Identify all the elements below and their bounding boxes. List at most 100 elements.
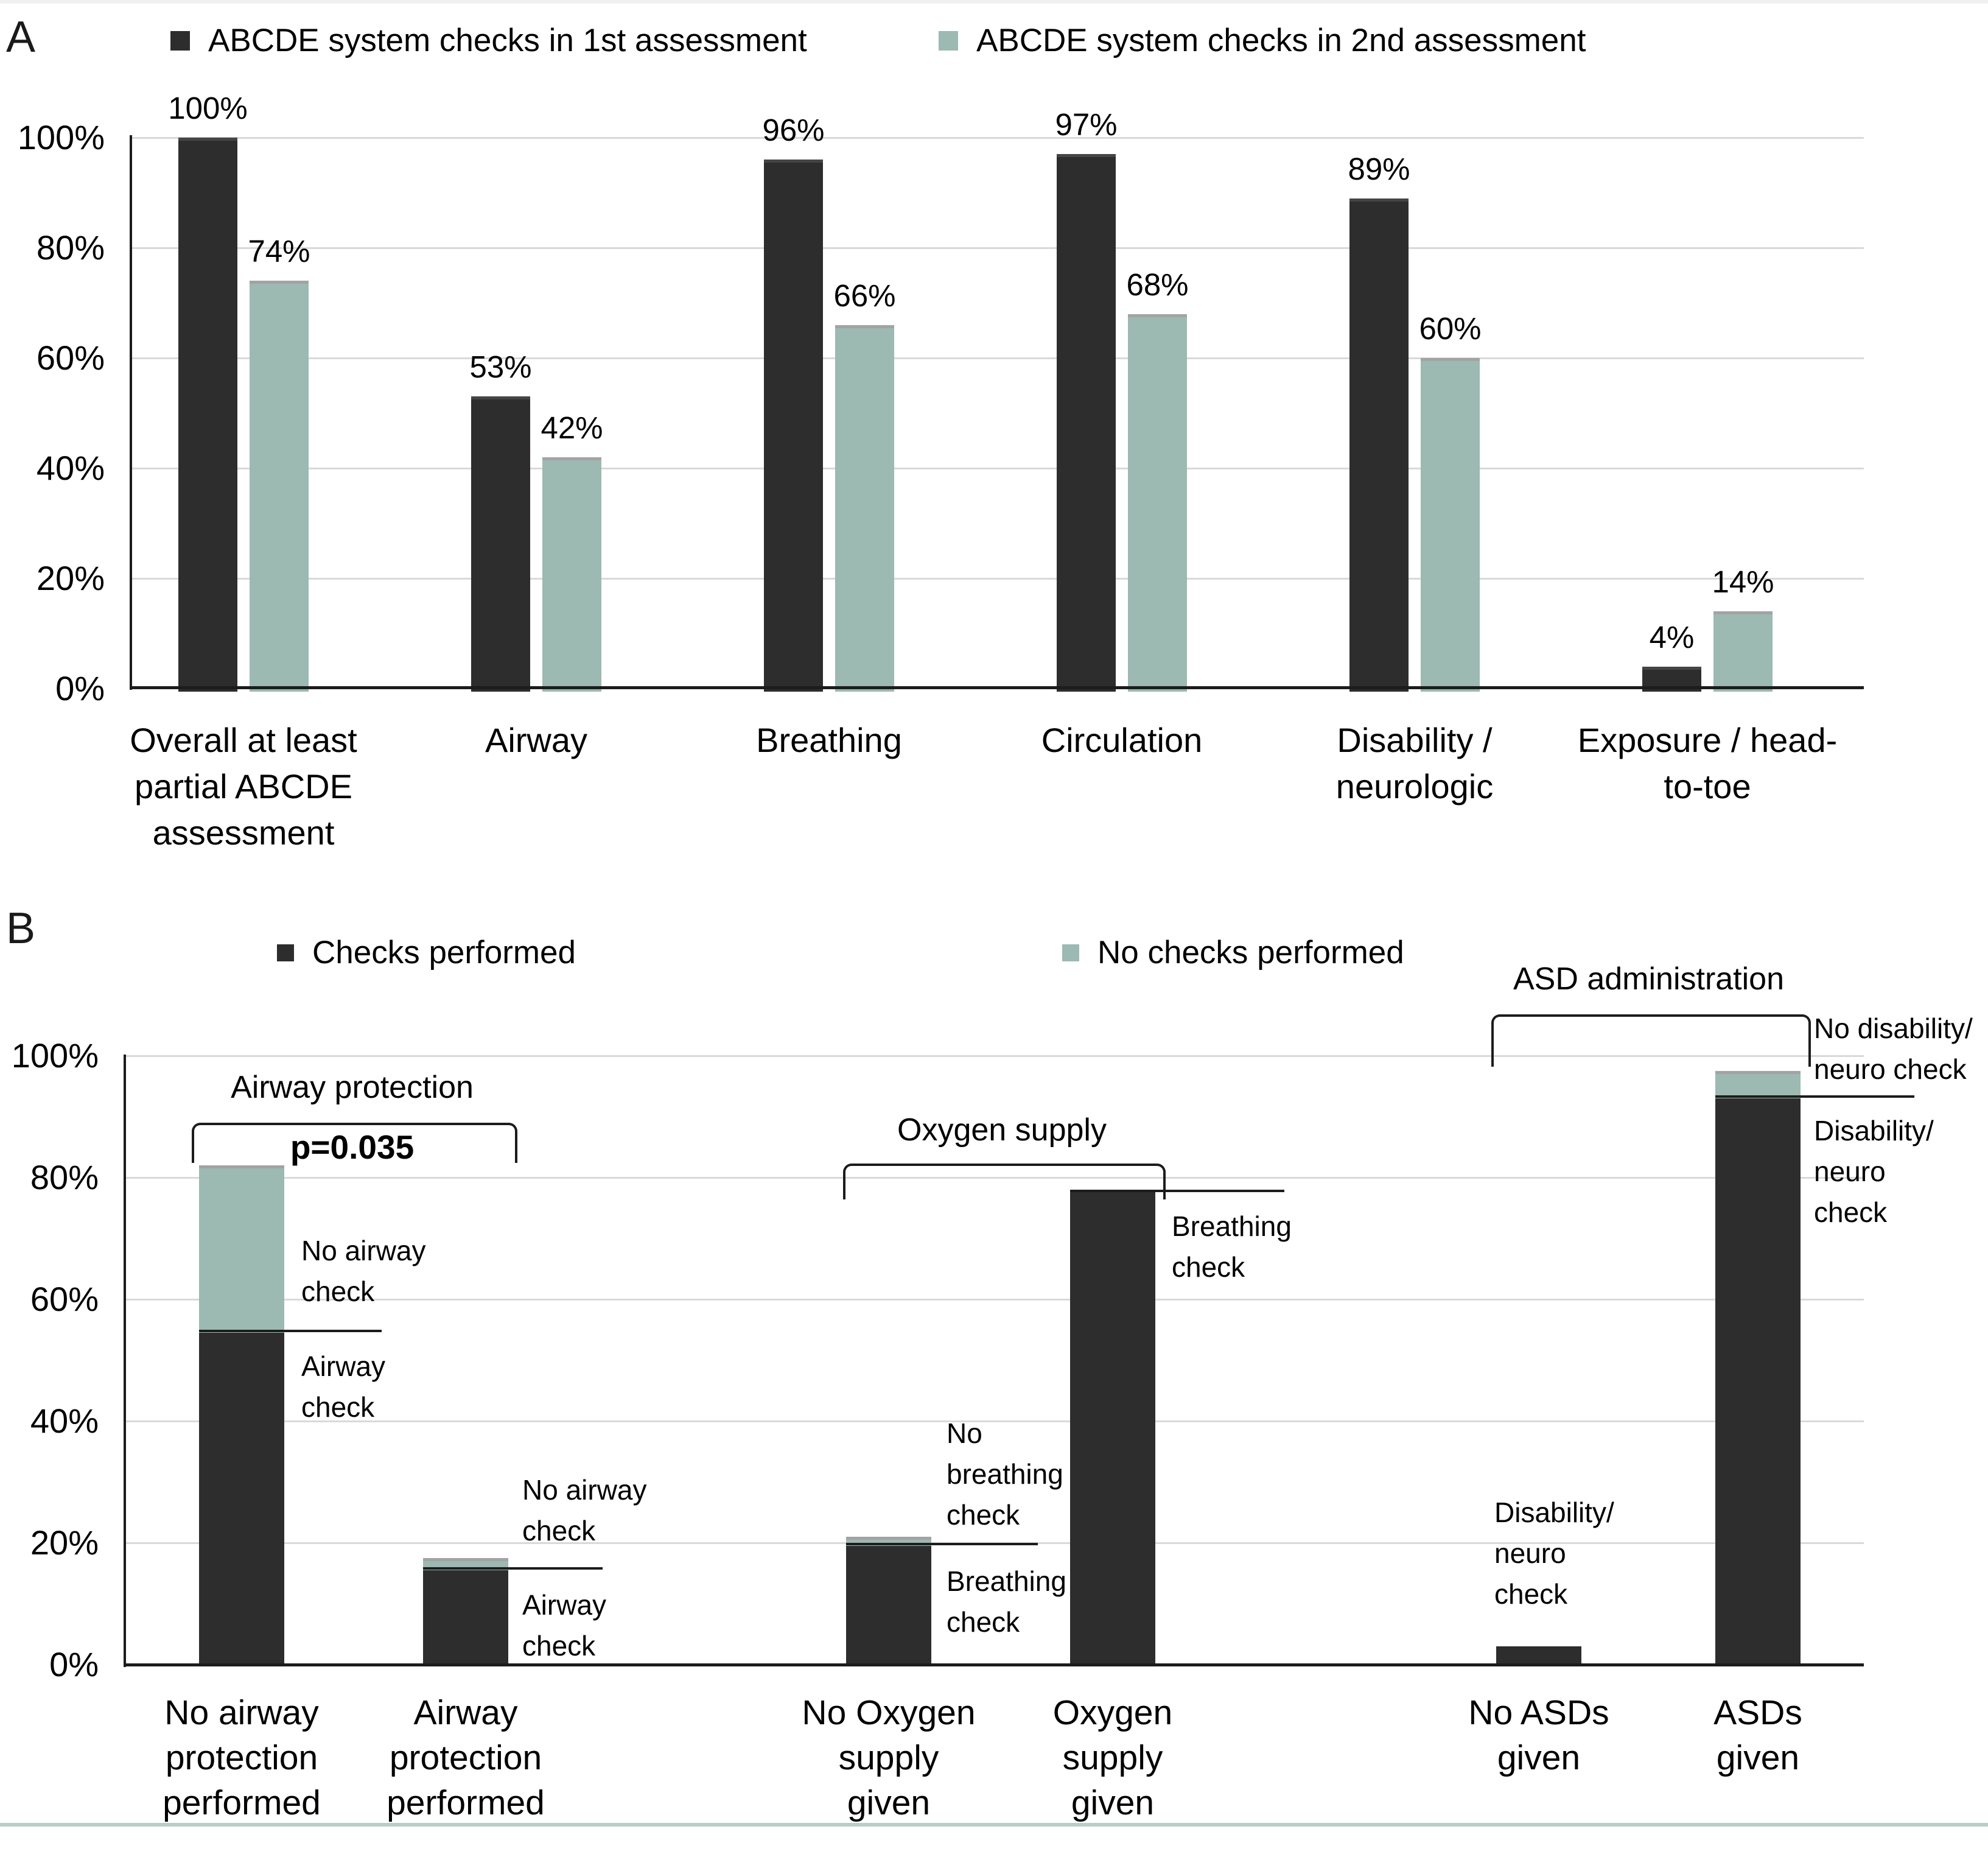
panel-a-value-label: 96% xyxy=(762,113,825,147)
legend-label-checks-performed: Checks performed xyxy=(312,935,576,971)
panel-b-annotation-b2-top: No airway check xyxy=(522,1474,647,1546)
panel-a-bar-s1-c2 xyxy=(471,396,530,692)
panel-b-bracket-3 xyxy=(1491,1014,1811,1067)
legend-label-no-checks-performed: No checks performed xyxy=(1097,935,1404,971)
panel-b-bar-dark-c5 xyxy=(1496,1646,1581,1665)
panel-a-bar-s2-c5 xyxy=(1421,358,1480,692)
panel-b-category-label: Oxygen supply given xyxy=(1052,1693,1173,1822)
panel-b-ytick-label: 100% xyxy=(11,1036,99,1075)
panel-a-bar-s2-c1 xyxy=(250,281,309,692)
panel-a-ytick-label: 80% xyxy=(36,228,105,267)
panel-b-bar-teal-c1 xyxy=(199,1165,284,1333)
panel-b-legend-item-no-checks: No checks performed xyxy=(1062,934,1404,971)
panel-b-annotation-b5-above: Disability/ neuro check xyxy=(1494,1497,1614,1610)
panel-a-gridline xyxy=(131,137,1864,139)
panel-a-value-label: 89% xyxy=(1348,152,1410,186)
panel-b-y-axis xyxy=(124,1055,126,1667)
panel-b-bar-dark-c3 xyxy=(846,1543,931,1665)
panel-b-bar-dark-c2 xyxy=(423,1567,508,1665)
panel-b-bracket-2 xyxy=(843,1164,1166,1199)
panel-b-p-value: p=0.035 xyxy=(290,1128,415,1166)
panel-b-annotation-b2-bottom: Airway check xyxy=(522,1589,607,1662)
panel-a-bar-s2-c3 xyxy=(835,325,894,692)
panel-b-annotation-line-4 xyxy=(1070,1190,1284,1192)
panel-b-ytick-label: 40% xyxy=(30,1402,99,1440)
panel-a-ytick-label: 0% xyxy=(55,669,105,707)
panel-b-x-axis xyxy=(124,1663,1864,1666)
panel-b-ytick-label: 60% xyxy=(30,1280,99,1318)
panel-a-category-label: Circulation xyxy=(1041,721,1203,759)
panel-a-ytick-label: 60% xyxy=(36,339,105,377)
panel-a-value-label: 14% xyxy=(1712,564,1774,599)
panel-a-gridline xyxy=(131,357,1864,359)
panel-b-category-label: No airway protection performed xyxy=(163,1693,321,1822)
panel-a-value-label: 42% xyxy=(541,410,603,445)
panel-a-ytick-label: 40% xyxy=(36,449,105,487)
legend-swatch-checks-performed-icon xyxy=(277,944,294,961)
panel-b-bar-dark-c6 xyxy=(1715,1095,1801,1665)
panel-b-ytick-label: 80% xyxy=(30,1158,99,1196)
legend-swatch-1st-assessment-icon xyxy=(170,30,190,51)
legend-swatch-no-checks-performed-icon xyxy=(1062,944,1079,961)
panel-b-annotation-b1-bottom: Airway check xyxy=(301,1350,386,1423)
panel-a-bar-s1-c5 xyxy=(1349,198,1409,692)
panel-b-annotation-line-2 xyxy=(423,1567,603,1570)
panel-b-annotation-b4-top: Breathing check xyxy=(1172,1210,1292,1283)
panel-a-bar-s1-c3 xyxy=(764,160,823,692)
panel-b-annotation-b3-bottom: Breathing check xyxy=(947,1565,1066,1638)
panel-b-annotation-line-5 xyxy=(1715,1095,1914,1098)
panel-a-value-label: 68% xyxy=(1126,267,1189,302)
panel-b-category-label: Airway protection performed xyxy=(387,1693,545,1822)
panel-b-gridline xyxy=(125,1177,1864,1179)
panel-b-bar-dark-c1 xyxy=(199,1330,284,1665)
panel-b-annotation-b6-top: No disability/ neuro check xyxy=(1814,1013,1973,1085)
panel-a-value-label: 97% xyxy=(1055,107,1118,142)
panel-a-y-axis xyxy=(130,135,132,690)
panel-a-category-label: Exposure / head- to-toe xyxy=(1577,721,1838,806)
panel-a-gridline xyxy=(131,247,1864,249)
legend-label-1st-assessment: ABCDE system checks in 1st assessment xyxy=(208,23,807,58)
panel-a-bar-s1-c1 xyxy=(178,138,237,692)
panel-b-bracket-label-3: ASD administration xyxy=(1513,961,1785,997)
panel-b-bracket-label-2: Oxygen supply xyxy=(897,1112,1107,1148)
panel-b-label: B xyxy=(6,904,36,953)
panel-b-annotation-line-1 xyxy=(199,1330,382,1332)
panel-b-annotation-line-3 xyxy=(846,1543,1038,1545)
legend-label-2nd-assessment: ABCDE system checks in 2nd assessment xyxy=(976,23,1586,58)
panel-a-gridline xyxy=(131,578,1864,580)
panel-a-value-label: 100% xyxy=(168,91,248,125)
panel-b-legend-item-checks: Checks performed xyxy=(277,934,576,971)
panel-a-value-label: 74% xyxy=(248,234,310,269)
panel-a-bar-s1-c4 xyxy=(1057,154,1116,692)
panel-a-value-label: 53% xyxy=(469,349,532,384)
panel-b-gridline xyxy=(125,1420,1864,1422)
panel-a-bar-s2-c2 xyxy=(542,457,601,692)
panel-a-category-label: Disability / neurologic xyxy=(1335,721,1494,806)
panel-b-annotation-b3-top: No breathing check xyxy=(947,1417,1063,1531)
panel-a-bar-s2-c6 xyxy=(1713,611,1773,692)
panel-a-ytick-label: 100% xyxy=(17,118,105,156)
panel-a-ytick-label: 20% xyxy=(36,559,105,597)
panel-b-ytick-label: 0% xyxy=(49,1645,99,1683)
panel-a-category-label: Breathing xyxy=(756,721,902,759)
panel-a-label: A xyxy=(6,13,36,61)
panel-a-value-label: 4% xyxy=(1649,620,1695,655)
panel-a-category-label: Airway xyxy=(485,721,588,759)
panel-a-x-axis xyxy=(130,686,1864,689)
panel-b-bar-dark-c4 xyxy=(1070,1190,1155,1665)
panel-b-ytick-label: 20% xyxy=(30,1523,99,1562)
panel-b-gridline xyxy=(125,1299,1864,1301)
panel-b-bar-teal-c6 xyxy=(1715,1071,1801,1098)
panel-b-bracket-1 xyxy=(192,1123,517,1163)
panel-a-gridline xyxy=(131,468,1864,469)
panel-b-annotation-b1-top: No airway check xyxy=(301,1235,426,1307)
panel-b-annotation-b6-bottom: Disability/ neuro check xyxy=(1814,1115,1934,1228)
panel-a-legend-item-2nd: ABCDE system checks in 2nd assessment xyxy=(939,22,1586,59)
panel-a-category-label: Overall at least partial ABCDE assessmen… xyxy=(130,721,357,852)
panel-b-category-label: ASDs given xyxy=(1713,1693,1802,1777)
panel-a-value-label: 66% xyxy=(833,278,896,313)
legend-swatch-2nd-assessment-icon xyxy=(939,30,958,51)
panel-a-legend-item-1st: ABCDE system checks in 1st assessment xyxy=(170,22,807,59)
panel-b-category-label: No Oxygen supply given xyxy=(802,1693,976,1822)
